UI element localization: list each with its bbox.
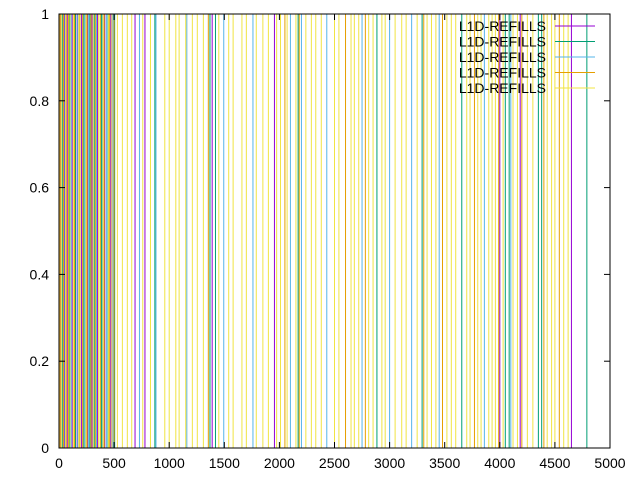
series-1 [60,14,572,448]
legend-entry: L1D-REFILLS [459,49,595,65]
series-3 [64,14,512,448]
x-tick-label: 5000 [594,455,625,471]
x-tick-label: 4500 [539,455,570,471]
x-tick-label: 500 [102,455,126,471]
legend-label: L1D-REFILLS [459,49,546,65]
x-tick-label: 1500 [209,455,240,471]
y-tick-label: 0.2 [30,353,50,369]
legend: L1D-REFILLSL1D-REFILLSL1D-REFILLSL1D-REF… [459,18,595,96]
legend-entry: L1D-REFILLS [459,34,595,50]
series-2 [61,14,588,448]
x-tick-label: 3500 [429,455,460,471]
y-tick-label: 0.4 [30,266,50,282]
y-tick-label: 0.6 [30,180,50,196]
legend-entry: L1D-REFILLS [459,80,595,96]
series-4 [59,14,560,448]
x-tick-label: 2500 [319,455,350,471]
axes-layer: 0 500 1000 1500 2000 2500 3000 3500 4000 4500 5000… [30,6,626,471]
x-tick-label: 2000 [264,455,295,471]
x-tick-label: 1000 [154,455,185,471]
legend-label: L1D-REFILLS [459,18,546,34]
legend-label: L1D-REFILLS [459,65,546,81]
series-5 [60,14,569,448]
legend-label: L1D-REFILLS [459,34,546,50]
x-tick-label: 4000 [484,455,515,471]
x-tick-label: 0 [55,455,63,471]
y-tick-label: 1 [41,6,49,22]
x-tick-label: 3000 [374,455,405,471]
y-tick-label: 0.8 [30,93,50,109]
legend-label: L1D-REFILLS [459,80,546,96]
y-tick-label: 0 [41,440,49,456]
legend-entry: L1D-REFILLS [459,65,595,81]
legend-entry: L1D-REFILLS [459,18,595,34]
series-layer [59,14,588,448]
